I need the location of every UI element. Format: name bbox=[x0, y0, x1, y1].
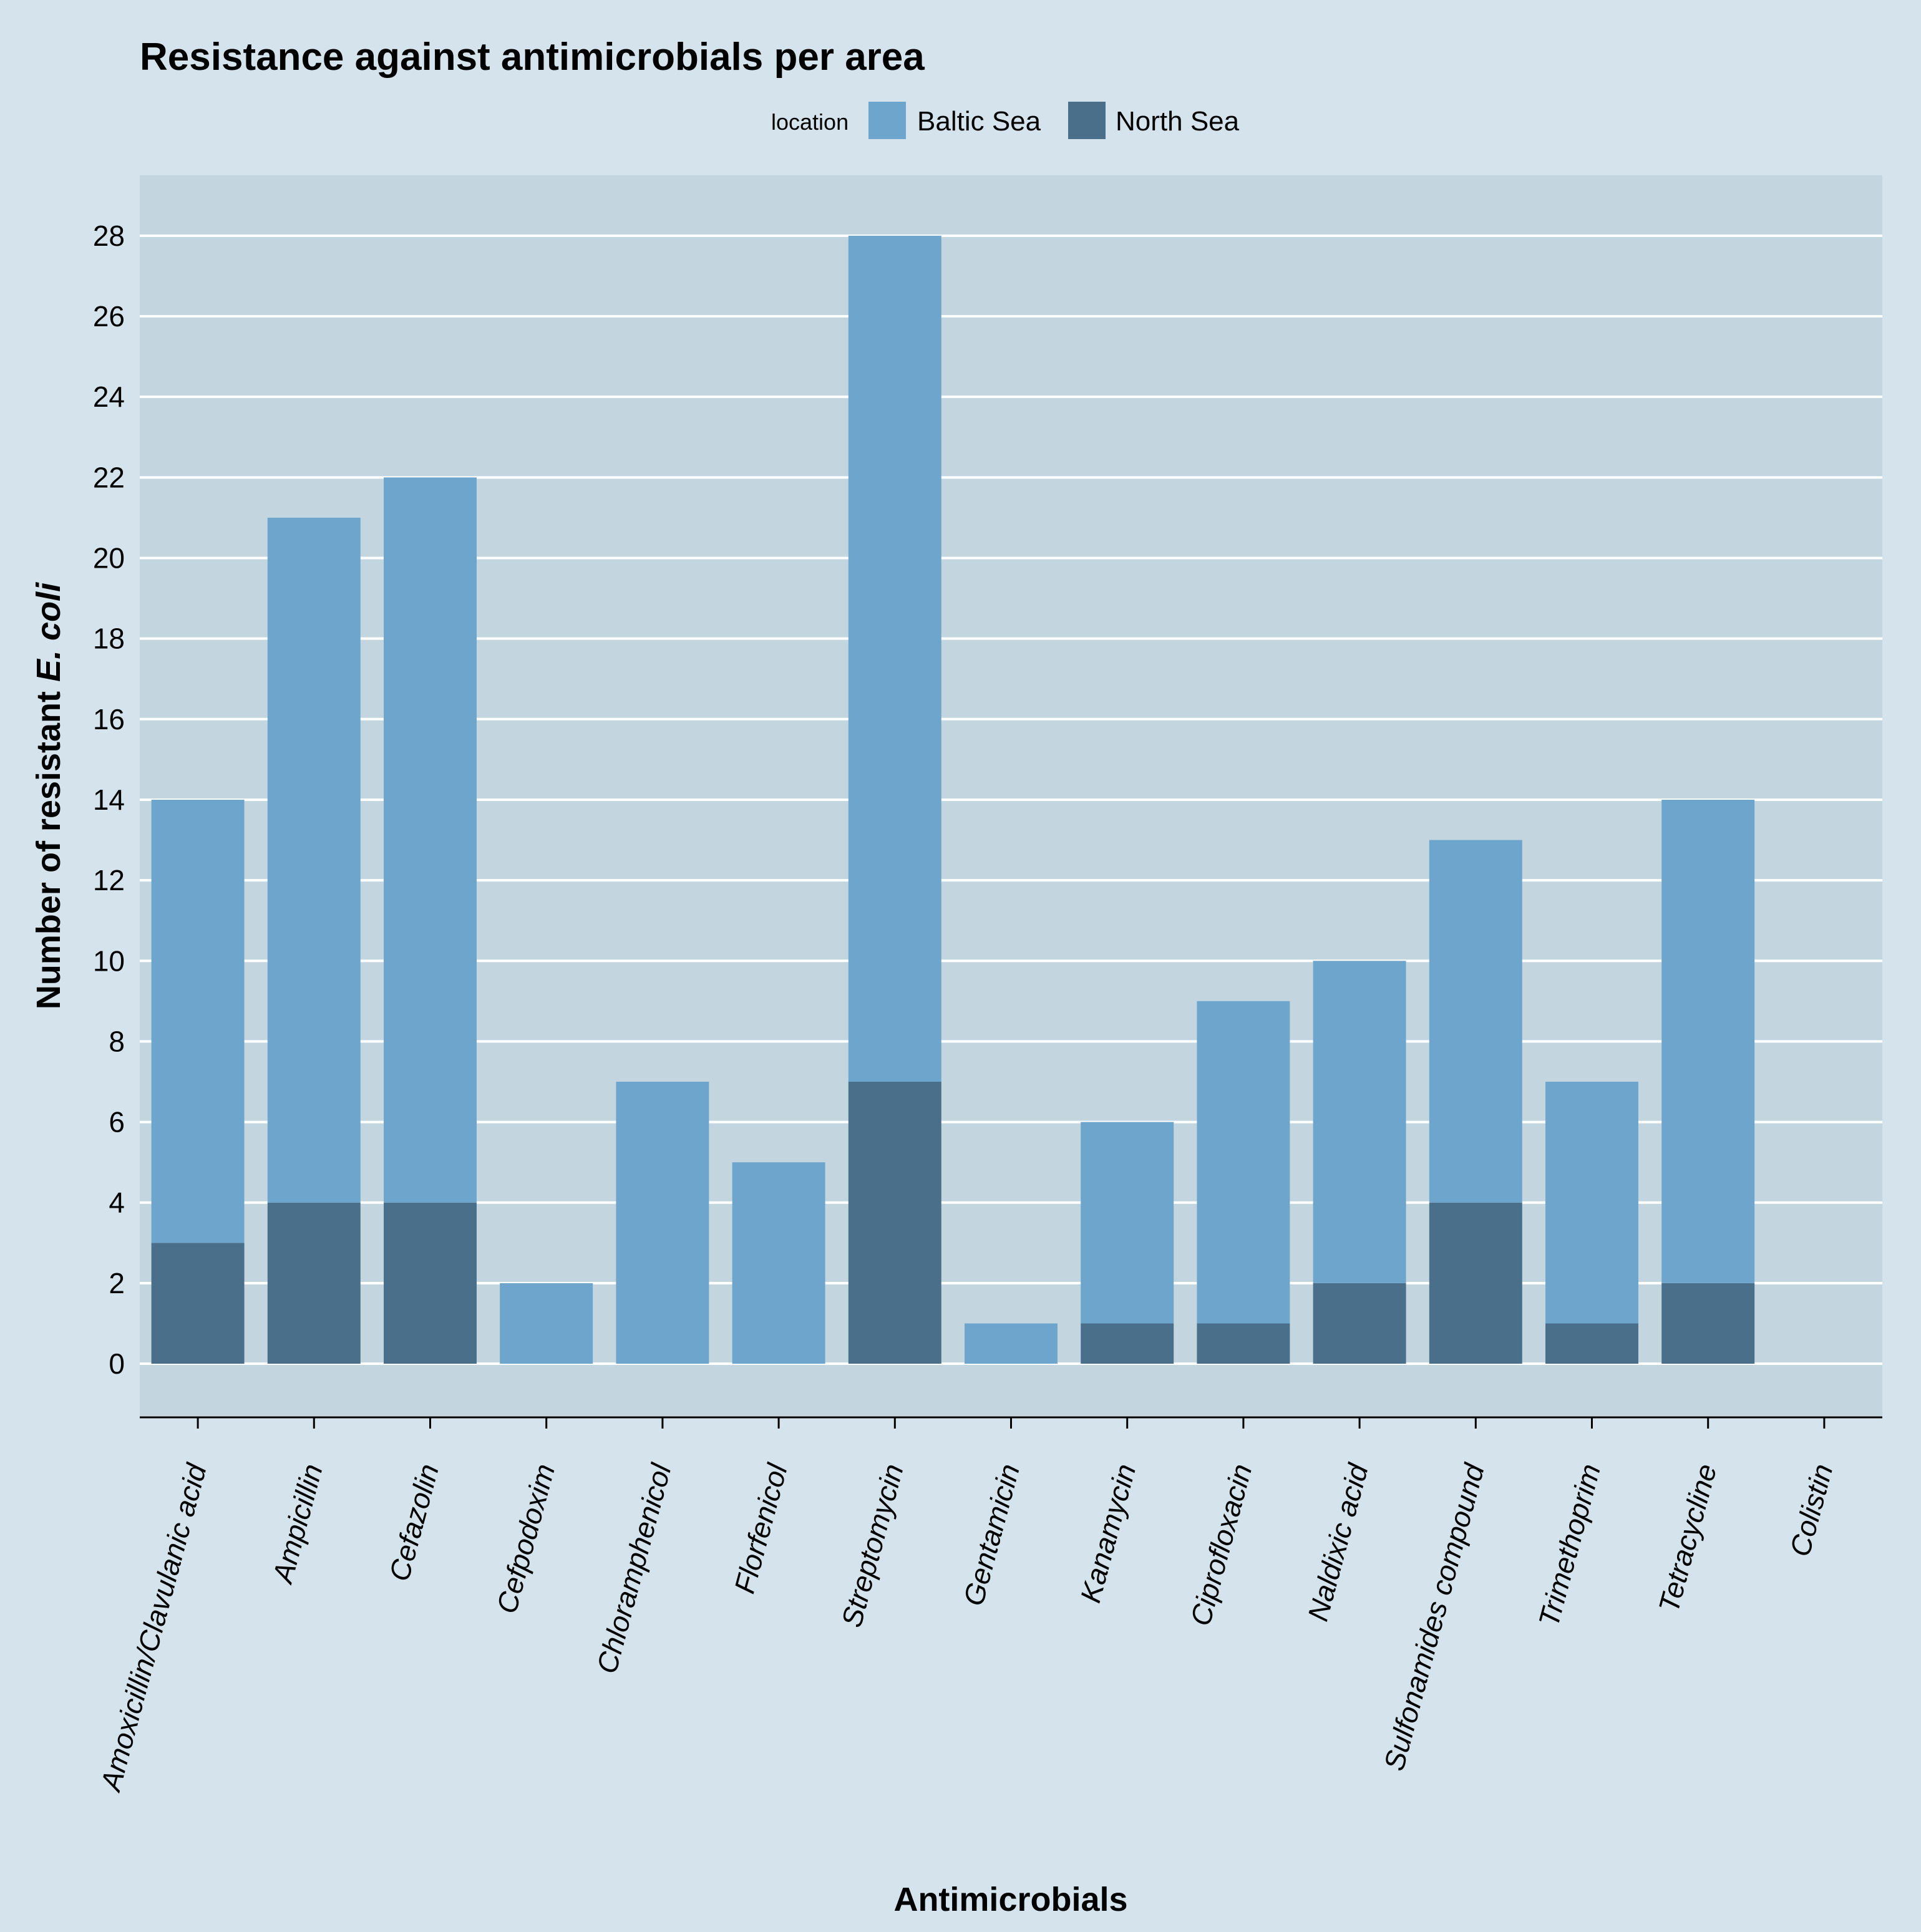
bar-ampicillin-baltic-sea bbox=[267, 517, 361, 1203]
bar-florfenicol-baltic-sea bbox=[732, 1162, 825, 1364]
bar-streptomycin-baltic-sea bbox=[848, 235, 941, 1082]
bar-tetracycline-north-sea bbox=[1661, 1283, 1755, 1364]
x-axis-label: Antimicrobials bbox=[893, 1881, 1127, 1918]
y-tick-label-10: 10 bbox=[93, 944, 125, 977]
y-tick-label-6: 6 bbox=[109, 1106, 125, 1138]
y-tick-label-28: 28 bbox=[93, 220, 125, 252]
bar-amoxicillin-clavulanic-acid-baltic-sea bbox=[151, 799, 245, 1243]
bar-tetracycline-baltic-sea bbox=[1661, 799, 1755, 1283]
y-tick-label-2: 2 bbox=[109, 1267, 125, 1299]
legend-label-baltic-sea: Baltic Sea bbox=[917, 106, 1041, 137]
bar-kanamycin-north-sea bbox=[1081, 1323, 1174, 1364]
y-tick-label-0: 0 bbox=[109, 1347, 125, 1380]
bar-cefpodoxim-baltic-sea bbox=[500, 1283, 593, 1364]
y-tick-label-14: 14 bbox=[93, 784, 125, 816]
bar-ciprofloxacin-baltic-sea bbox=[1197, 1001, 1290, 1324]
legend-swatch-north-sea bbox=[1068, 102, 1106, 139]
y-axis-label: Number of resistant E. coli bbox=[30, 582, 67, 1009]
bar-amoxicillin-clavulanic-acid-north-sea bbox=[151, 1243, 245, 1364]
y-tick-label-24: 24 bbox=[93, 381, 125, 413]
bar-chloramphenicol-baltic-sea bbox=[616, 1082, 709, 1364]
bar-gentamicin-baltic-sea bbox=[965, 1323, 1058, 1364]
bar-sulfonamides-compound-baltic-sea bbox=[1429, 840, 1522, 1203]
chart-title: Resistance against antimicrobials per ar… bbox=[140, 36, 925, 79]
bar-trimethoprim-baltic-sea bbox=[1545, 1082, 1638, 1324]
bar-cefazolin-north-sea bbox=[384, 1202, 477, 1364]
legend-swatch-baltic-sea bbox=[868, 102, 906, 139]
y-tick-label-12: 12 bbox=[93, 864, 125, 896]
y-tick-label-20: 20 bbox=[93, 541, 125, 574]
y-tick-label-22: 22 bbox=[93, 461, 125, 493]
bar-kanamycin-baltic-sea bbox=[1081, 1122, 1174, 1324]
y-axis-label-text: Number of resistant bbox=[30, 682, 67, 1009]
bar-sulfonamides-compound-north-sea bbox=[1429, 1202, 1522, 1364]
bar-naldixic-acid-baltic-sea bbox=[1313, 961, 1406, 1283]
bars bbox=[151, 235, 1755, 1364]
y-axis-label-italic: E. coli bbox=[30, 582, 67, 682]
y-tick-label-8: 8 bbox=[109, 1025, 125, 1057]
y-tick-label-4: 4 bbox=[109, 1187, 125, 1219]
bar-cefazolin-baltic-sea bbox=[384, 477, 477, 1203]
y-tick-label-16: 16 bbox=[93, 703, 125, 735]
bar-streptomycin-north-sea bbox=[848, 1082, 941, 1364]
bar-trimethoprim-north-sea bbox=[1545, 1323, 1638, 1364]
bar-naldixic-acid-north-sea bbox=[1313, 1283, 1406, 1364]
legend-label-north-sea: North Sea bbox=[1116, 106, 1240, 137]
bar-ampicillin-north-sea bbox=[267, 1202, 361, 1364]
y-tick-label-26: 26 bbox=[93, 300, 125, 333]
legend: location Baltic Sea North Sea bbox=[771, 102, 1240, 139]
legend-title: location bbox=[771, 109, 849, 135]
y-tick-label-18: 18 bbox=[93, 623, 125, 655]
bar-ciprofloxacin-north-sea bbox=[1197, 1323, 1290, 1364]
